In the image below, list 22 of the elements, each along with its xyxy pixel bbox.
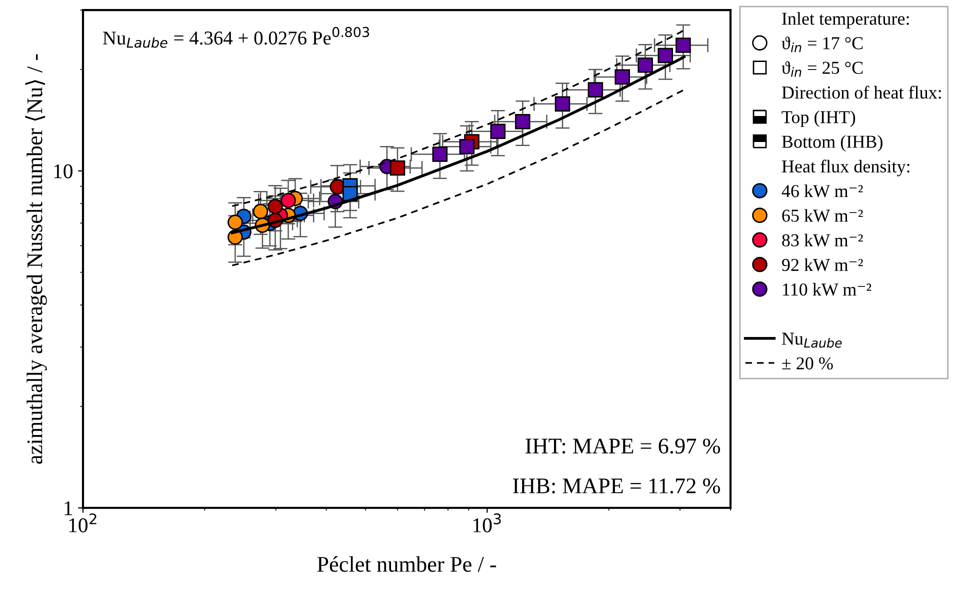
- text: ϑ$_{in}$ = 17 °C: [782, 36, 863, 52]
- legend-label: 110 kW m⁻²: [783, 282, 872, 296]
- text: Top (IHT): [782, 110, 856, 127]
- text: Inlet temperature:: [782, 12, 909, 28]
- legend-label: ± 20 %: [782, 357, 833, 370]
- y-axis-title: azimuthally averaged Nusselt number ⟨Nu⟩ / -: [25, 54, 47, 464]
- text: ϑ$_{in}$ = 25 °C: [782, 61, 863, 77]
- text: Direction of heat flux:: [782, 86, 941, 99]
- y-tick-label: 10: [54, 164, 72, 178]
- legend-label: Nu$_{Laube}$: [782, 332, 842, 348]
- legend-label: 92 kW m⁻²: [782, 258, 863, 272]
- y-tick-label: 1: [64, 501, 72, 516]
- x-tick-label: 10$^{3}$: [473, 513, 501, 532]
- text: Bottom (IHB): [782, 135, 882, 152]
- annotation: IHT: MAPE = 6.97 %: [526, 438, 720, 454]
- annotation: Nu$_{Laube}$ = 4.364 + 0.0276 Pe$^{0.803}$: [102, 26, 370, 48]
- legend-label: 83 kW m⁻²: [782, 234, 863, 247]
- legend-label: 46 kW m⁻²: [782, 184, 863, 198]
- annotation: IHB: MAPE = 11.72 %: [512, 478, 720, 494]
- legend-label: 65 kW m⁻²: [782, 209, 863, 222]
- text: Heat flux density:: [782, 160, 910, 176]
- x-axis-title: Péclet number Pe / -: [317, 556, 496, 572]
